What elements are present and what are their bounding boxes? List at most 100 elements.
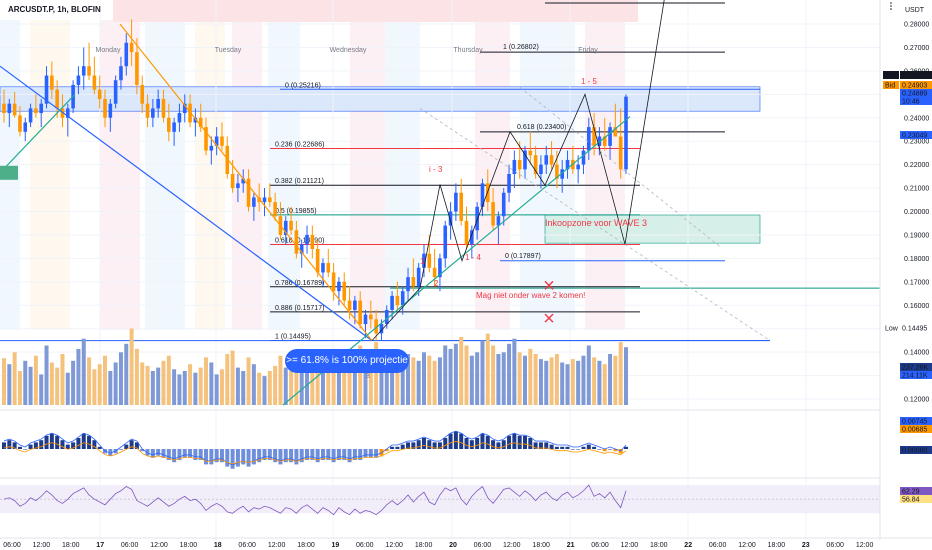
volume-bar — [464, 345, 469, 405]
volume-bar — [60, 354, 65, 405]
volume-bar — [294, 354, 299, 405]
time-tick: 12:00 — [385, 542, 403, 549]
volume-bar — [262, 376, 267, 405]
macd-histogram-bar — [182, 449, 187, 458]
candle-body — [363, 314, 368, 324]
volume-bar — [23, 360, 28, 405]
price-tag-bg — [900, 417, 932, 425]
volume-bar — [592, 357, 597, 405]
candle-body — [44, 75, 49, 104]
rsi-line — [3, 484, 627, 516]
candle-body — [87, 66, 91, 76]
candle-body — [369, 314, 373, 320]
candle-body — [422, 253, 426, 268]
macd-histogram-bar — [602, 449, 607, 452]
macd-histogram-bar — [97, 446, 102, 449]
volume-bar — [384, 360, 389, 405]
session-zone-5 — [232, 20, 262, 330]
price-tick: 0.18000 — [904, 256, 929, 263]
candle-body — [18, 115, 22, 132]
volume-marker: 3 — [366, 373, 370, 380]
candle-body — [507, 174, 511, 193]
time-tick: 18:00 — [415, 542, 433, 549]
wave-label-1: 1 — [420, 257, 425, 266]
candle-body — [273, 202, 277, 217]
buy-zone-label: Inkoopzone voor WAVE 3 — [545, 218, 647, 228]
macd-histogram-bar — [480, 433, 485, 449]
volume-bar — [522, 355, 527, 405]
macd-histogram-bar — [342, 449, 347, 460]
volume-bar — [150, 371, 155, 405]
candle-body — [374, 319, 378, 334]
volume-bar — [241, 371, 246, 405]
candle-body — [533, 155, 538, 174]
candle-body — [517, 159, 522, 170]
candle-body — [214, 136, 219, 146]
volume-bar — [624, 347, 628, 405]
macd-histogram-bar — [432, 442, 437, 449]
candle-body — [2, 103, 6, 114]
volume-bar — [17, 371, 22, 405]
macd-histogram-bar — [363, 449, 368, 458]
ext-label-2: 0 (0.17897) — [505, 253, 541, 260]
price-tag: 0.00685 — [900, 425, 932, 434]
volume-bar — [161, 360, 166, 405]
volume-bar — [581, 355, 586, 405]
candle-body — [124, 42, 129, 67]
volume-bar — [554, 354, 559, 405]
volume-bar — [597, 360, 602, 405]
macd-histogram-bar — [544, 442, 549, 449]
green-block — [0, 165, 18, 180]
session-zone-9 — [475, 20, 510, 330]
candle-body — [406, 277, 410, 292]
macd-histogram-bar — [406, 442, 411, 449]
macd-histogram-bar — [23, 449, 28, 450]
volume-bar — [172, 369, 177, 405]
volume-bar — [336, 362, 341, 405]
macd-histogram-bar — [108, 449, 113, 456]
macd-histogram-bar — [65, 444, 70, 449]
macd-histogram-bar — [597, 449, 602, 450]
macd-histogram-bar — [533, 442, 538, 449]
candle-body — [342, 281, 347, 301]
menu-dots-icon[interactable] — [890, 2, 892, 10]
volume-bar — [416, 360, 421, 405]
macd-histogram-bar — [560, 446, 565, 449]
candle-body — [28, 108, 33, 123]
candle-body — [230, 174, 235, 189]
candle-body — [470, 230, 474, 245]
macd-histogram-bar — [87, 435, 92, 449]
volume-bar — [538, 359, 543, 405]
candle-body — [65, 108, 70, 118]
candle-body — [193, 117, 198, 123]
macd-histogram-bar — [156, 449, 161, 456]
volume-bar — [363, 354, 368, 405]
price-tick: 0.14000 — [904, 350, 929, 357]
macd-histogram-bar — [379, 449, 384, 456]
day-label: Friday — [578, 47, 598, 54]
volume-bar — [92, 369, 97, 405]
candle-body — [188, 103, 192, 123]
macd-histogram-bar — [278, 449, 283, 465]
candle-body — [7, 103, 12, 114]
time-tick: 21 — [567, 542, 575, 549]
macd-histogram-bar — [459, 433, 464, 449]
time-tick: 18:00 — [532, 542, 550, 549]
fib-label-0.5: 0.5 (0.19855) — [275, 208, 317, 215]
session-zone-1 — [30, 20, 70, 330]
time-tick: 23 — [802, 542, 810, 549]
candle-body — [268, 197, 272, 203]
volume-bar — [2, 358, 6, 405]
price-tag-value: 0.00060 — [902, 448, 927, 455]
price-tag-value: 0.24916 — [902, 73, 927, 80]
macd-histogram-bar — [294, 449, 299, 465]
candle-body — [581, 150, 586, 165]
price-tag-value: 214.11K — [902, 373, 928, 380]
volume-bar — [347, 350, 352, 405]
macd-histogram-bar — [416, 440, 421, 449]
volume-bar — [166, 355, 171, 405]
volume-bar — [395, 364, 400, 405]
day-label: Monday — [96, 47, 121, 54]
volume-bar — [390, 355, 395, 405]
